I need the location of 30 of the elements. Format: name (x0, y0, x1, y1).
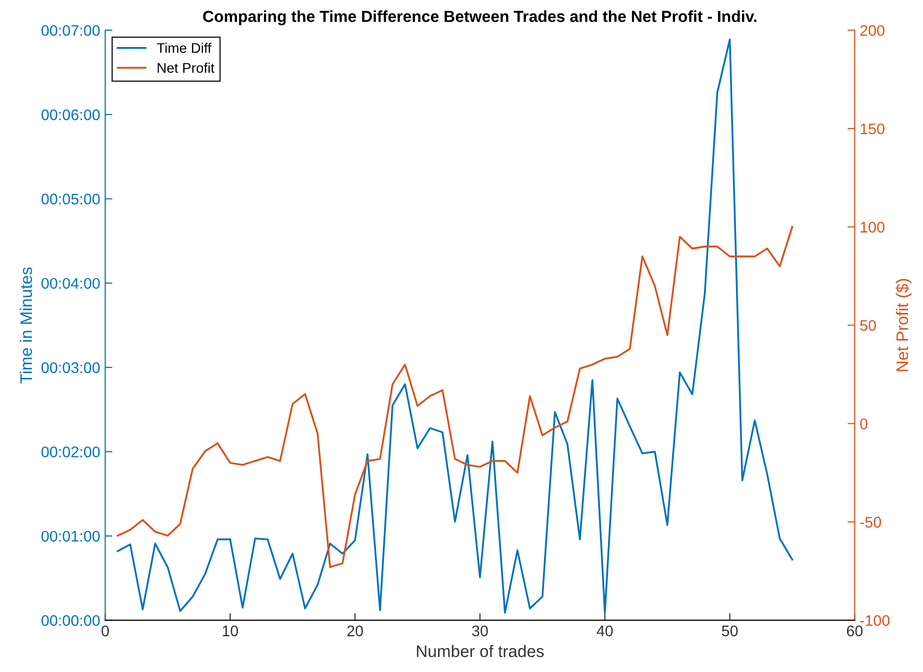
y2-tick-label: 200 (860, 25, 884, 36)
x-tick-label: 30 (472, 626, 488, 636)
y-tick-label: 00:05:00 (41, 194, 100, 204)
x-tick-label: 20 (347, 626, 363, 636)
y2-tick-label: 150 (860, 123, 884, 134)
y2-tick-label: -50 (860, 516, 882, 528)
x-tick-label: 10 (222, 626, 238, 636)
line-series (116, 38, 794, 614)
x-tick-label: 50 (722, 626, 738, 636)
y-tick-label: 00:04:00 (41, 278, 100, 289)
y-tick-label: 00:03:00 (41, 362, 100, 374)
x-tick-label: 0 (102, 626, 109, 636)
y2-tick-label: 0 (860, 418, 868, 430)
legend-label: Time Diff (156, 42, 212, 53)
y-axis-title: Time in Minutes (20, 267, 32, 384)
x-tick-label: 60 (846, 626, 863, 636)
y2-tick-label: -100 (860, 615, 890, 626)
y-tick-label: 00:06:00 (41, 109, 100, 120)
y-tick-label: 00:02:00 (41, 446, 100, 458)
x-tick-label: 40 (596, 626, 613, 636)
y-tick-label: 00:00:00 (41, 615, 100, 626)
y2-axis-title: Net Profit ($) (896, 279, 912, 372)
legend-label: Net Profit (158, 62, 214, 73)
y-tick-label: 00:07:00 (41, 25, 100, 36)
y2-tick-label: 100 (860, 222, 884, 233)
y2-tick-label: 50 (860, 320, 876, 331)
line-series (116, 226, 794, 568)
x-axis-title: Number of trades (416, 644, 544, 658)
chart-title: Comparing the Time Difference Between Trades and the Net Profit - Indiv. (203, 10, 756, 26)
y-tick-label: 00:01:00 (41, 530, 100, 542)
